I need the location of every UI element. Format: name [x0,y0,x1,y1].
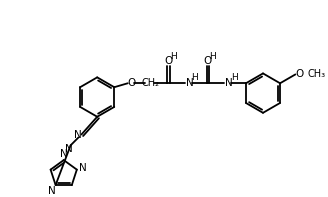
Text: O: O [164,56,173,66]
Text: N: N [73,130,81,140]
Text: O: O [204,56,212,66]
Text: N: N [186,78,194,88]
Text: O: O [295,69,303,79]
Text: H: H [231,73,237,82]
Text: N: N [65,144,72,154]
Text: H: H [191,73,198,82]
Text: N: N [48,186,55,196]
Text: N: N [60,149,68,159]
Text: N: N [225,78,233,88]
Text: CH₂: CH₂ [141,78,159,88]
Text: CH₃: CH₃ [307,69,325,79]
Text: H: H [170,52,176,61]
Text: H: H [209,52,216,61]
Text: N: N [79,163,86,173]
Text: O: O [128,78,136,88]
